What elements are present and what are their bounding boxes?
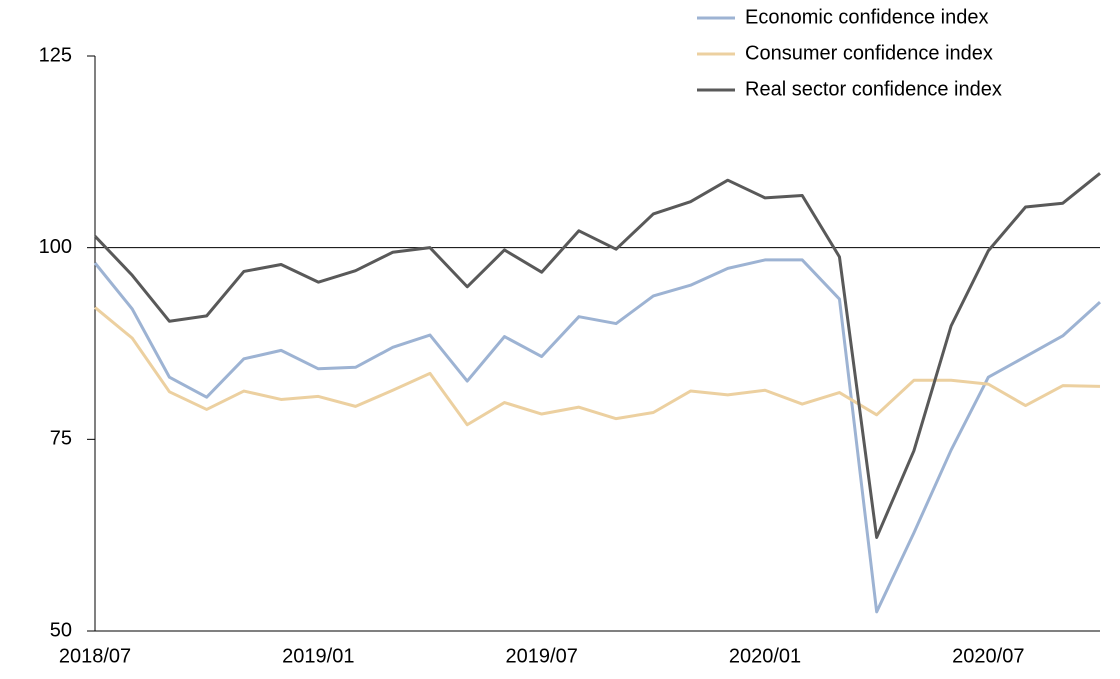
x-tick-label: 2018/07: [59, 645, 131, 667]
y-tick-label: 125: [39, 44, 72, 66]
y-tick-label: 50: [50, 619, 72, 641]
y-tick-label: 100: [39, 236, 72, 258]
line-series: [93, 172, 1101, 539]
legend-label: Economic confidence index: [745, 6, 988, 28]
x-tick-label: 2020/01: [729, 645, 801, 667]
legend-label: Consumer confidence index: [745, 42, 993, 64]
line-series: [94, 306, 1101, 427]
x-tick-label: 2019/07: [506, 645, 578, 667]
y-tick-label: 75: [50, 428, 72, 450]
x-tick-label: 2020/07: [952, 645, 1024, 667]
x-tick-label: 2019/01: [282, 645, 354, 667]
legend-label: Real sector confidence index: [745, 78, 1002, 100]
line-series: [93, 258, 1102, 614]
